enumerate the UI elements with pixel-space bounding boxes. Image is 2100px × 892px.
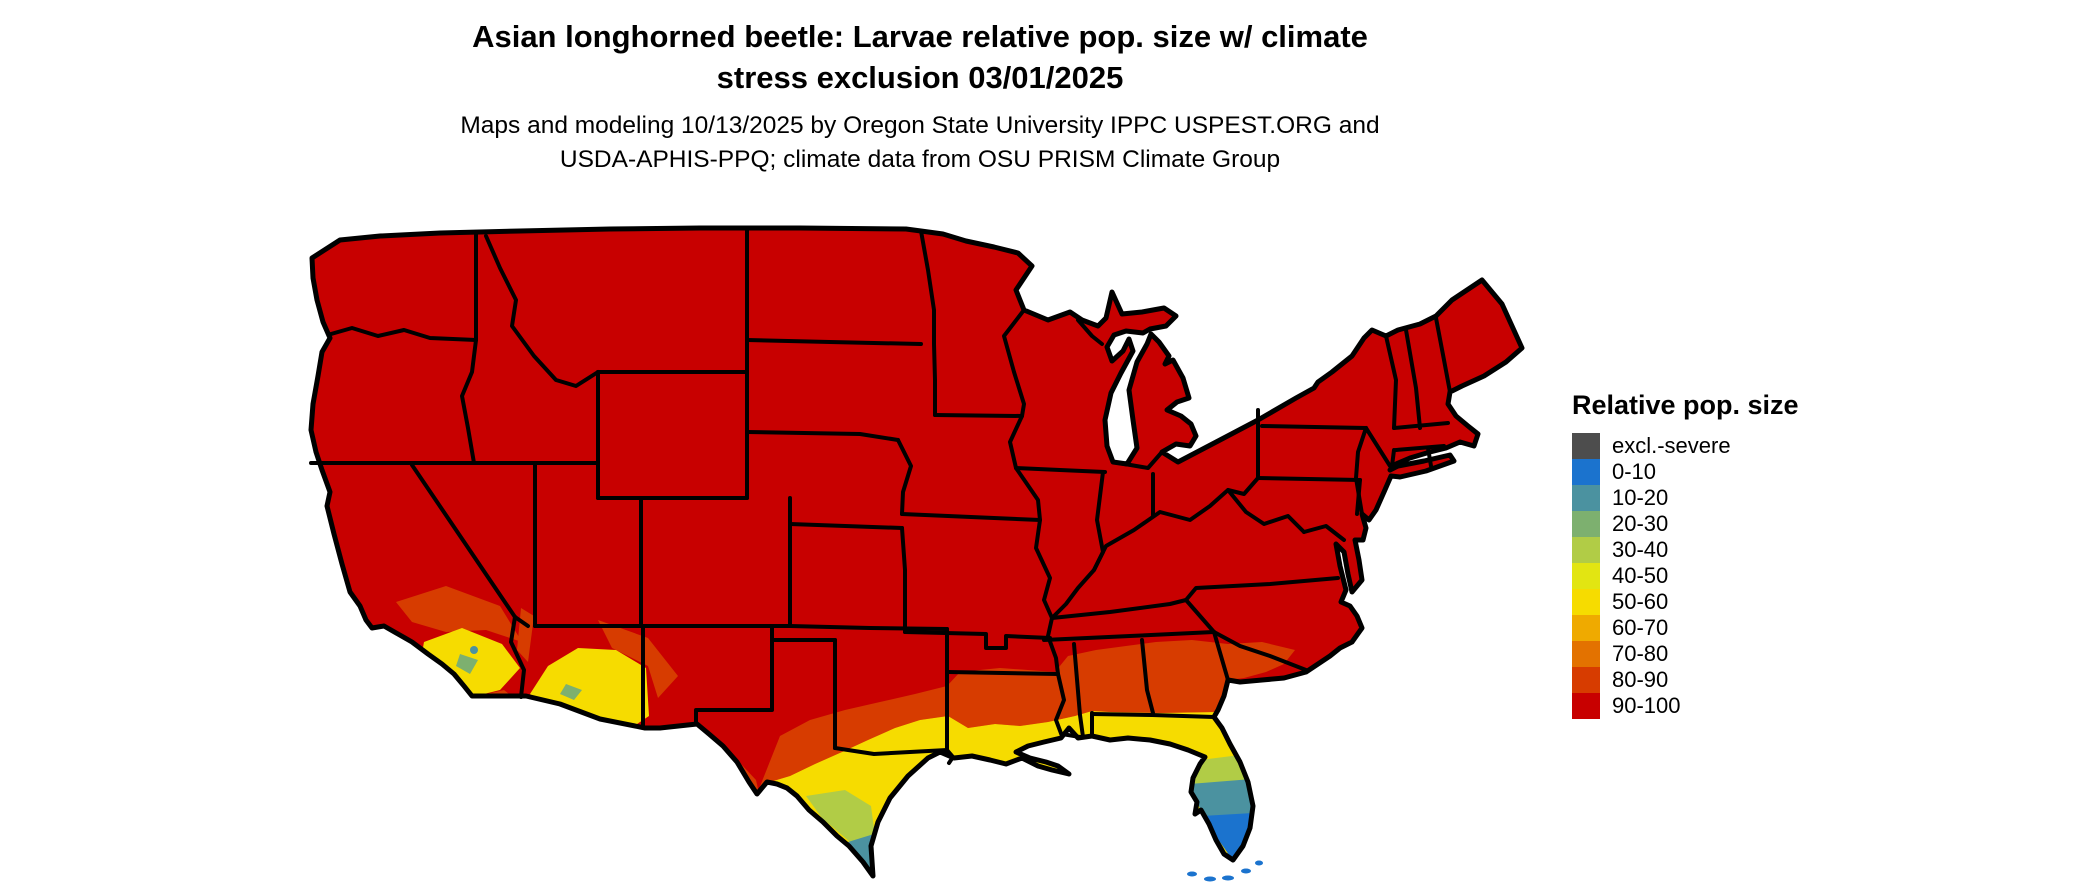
figure-title-line2: stress exclusion 03/01/2025 [716, 60, 1124, 95]
legend-swatch-excl-severe [1572, 433, 1600, 459]
legend-title: Relative pop. size [1572, 390, 1799, 420]
legend-label: 20-30 [1612, 511, 1669, 536]
legend-item-40-50: 40-50 [1572, 563, 1799, 589]
legend-item-0-10: 0-10 [1572, 459, 1799, 485]
conus-land-base [311, 228, 1522, 876]
legend-items: excl.-severe 0-10 10-20 20-30 30-40 40-5… [1572, 433, 1799, 719]
legend-item-10-20: 10-20 [1572, 485, 1799, 511]
legend-label: 10-20 [1612, 485, 1669, 510]
legend-swatch-90-100 [1572, 693, 1600, 719]
figure-subtitle-line2: USDA-APHIS-PPQ; climate data from OSU PR… [559, 146, 1281, 173]
legend-swatch-20-30 [1572, 511, 1600, 537]
legend-label: 40-50 [1612, 563, 1669, 588]
florida-keys [1187, 860, 1263, 882]
legend-swatch-0-10 [1572, 459, 1600, 485]
legend-label: 80-90 [1612, 667, 1669, 692]
legend-swatch-60-70 [1572, 615, 1600, 641]
band-socal-orange [396, 586, 522, 642]
figure-header: Asian longhorned beetle: Larvae relative… [220, 16, 1620, 177]
legend-swatch-80-90 [1572, 667, 1600, 693]
legend-label: excl.-severe [1612, 433, 1731, 458]
figure-title-line1: Asian longhorned beetle: Larvae relative… [472, 19, 1368, 54]
band-az-orange [598, 620, 678, 698]
figure-subtitle-line1: Maps and modeling 10/13/2025 by Oregon S… [460, 112, 1380, 139]
legend-label: 60-70 [1612, 615, 1669, 640]
legend-swatch-40-50 [1572, 563, 1600, 589]
legend-swatch-70-80 [1572, 641, 1600, 667]
legend-item-30-40: 30-40 [1572, 537, 1799, 563]
map-legend: Relative pop. size excl.-severe 0-10 10-… [1572, 390, 1799, 719]
legend-swatch-10-20 [1572, 485, 1600, 511]
legend-label: 50-60 [1612, 589, 1669, 614]
legend-item-60-70: 60-70 [1572, 615, 1799, 641]
legend-item-80-90: 80-90 [1572, 667, 1799, 693]
state-borders [309, 227, 1452, 765]
band-texas-teal [848, 834, 874, 872]
legend-label: 70-80 [1612, 641, 1669, 666]
legend-item-20-30: 20-30 [1572, 511, 1799, 537]
conus-outline [308, 225, 1525, 879]
legend-item-50-60: 50-60 [1572, 589, 1799, 615]
legend-label: 30-40 [1612, 537, 1669, 562]
legend-swatch-30-40 [1572, 537, 1600, 563]
band-10-20 [470, 646, 1254, 872]
band-texas-green [806, 790, 875, 842]
legend-swatch-50-60 [1572, 589, 1600, 615]
legend-item-70-80: 70-80 [1572, 641, 1799, 667]
band-florida-teal [1190, 779, 1254, 824]
figure-subtitle: Maps and modeling 10/13/2025 by Oregon S… [220, 109, 1620, 177]
legend-item-90-100: 90-100 [1572, 693, 1799, 719]
legend-item-excl-severe: excl.-severe [1572, 433, 1799, 459]
legend-label: 90-100 [1612, 693, 1681, 718]
legend-label: 0-10 [1612, 459, 1657, 484]
